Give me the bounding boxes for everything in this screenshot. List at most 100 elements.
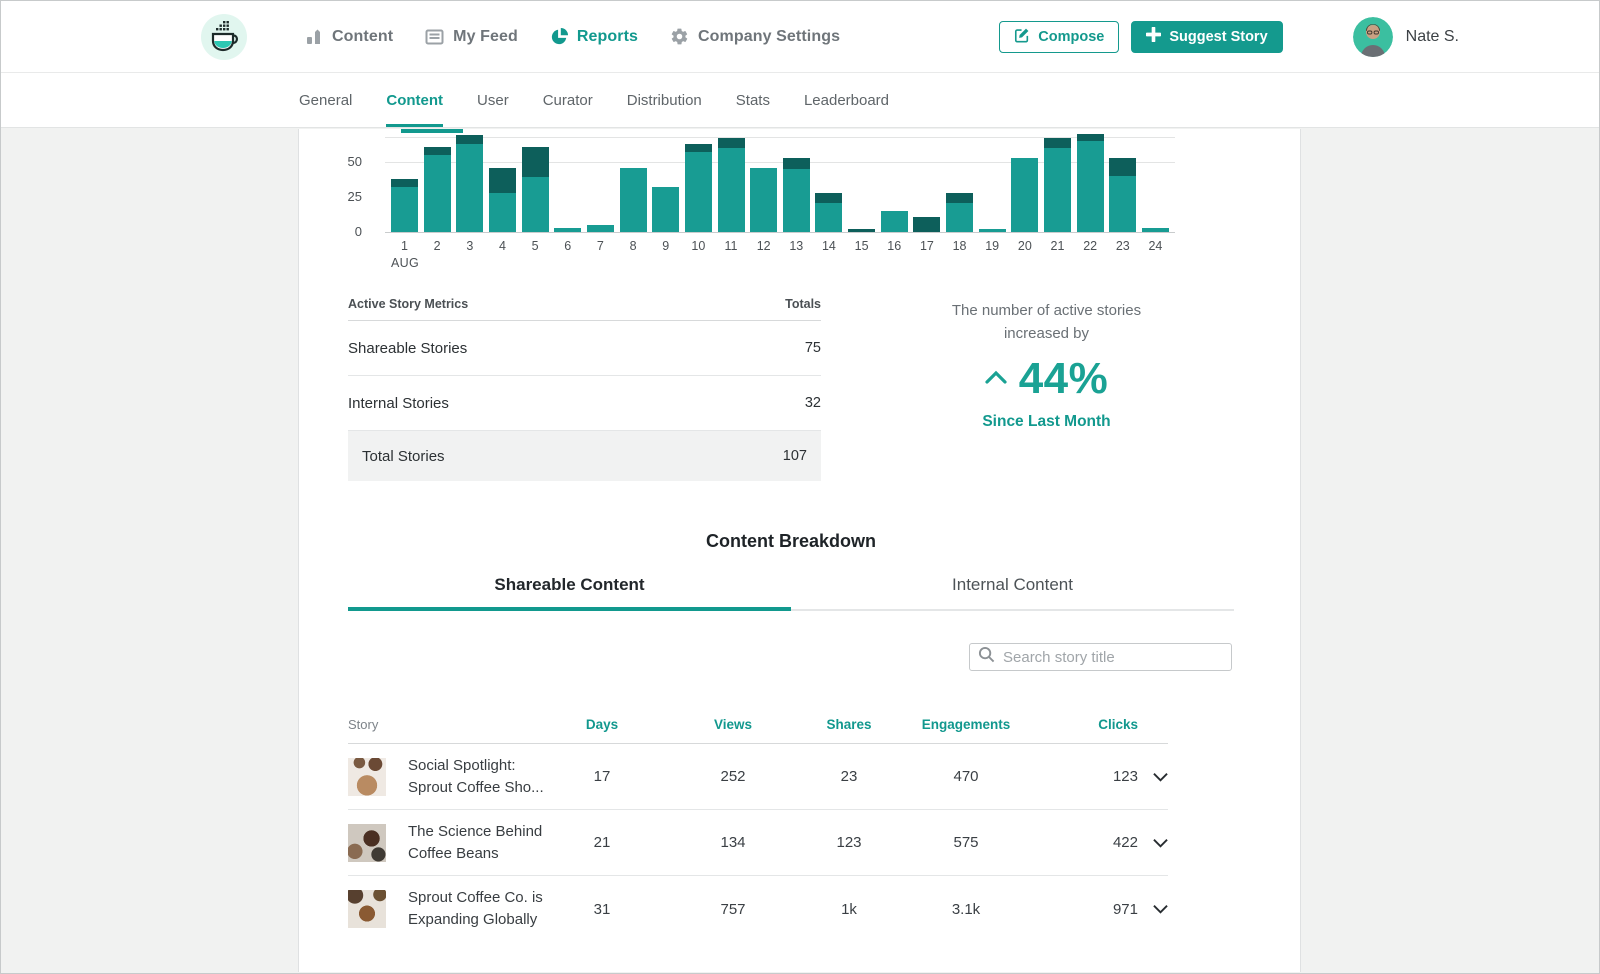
user-name[interactable]: Nate S.	[1405, 27, 1459, 45]
nav-my-feed[interactable]: My Feed	[425, 28, 518, 46]
subnav-leaderboard[interactable]: Leaderboard	[803, 91, 890, 109]
bar-segment-dark-teal	[946, 192, 974, 203]
compose-button[interactable]: Compose	[999, 20, 1120, 53]
nav-company-settings[interactable]: Company Settings	[670, 27, 840, 46]
tab-internal-content[interactable]: Internal Content	[791, 575, 1234, 611]
story-title: The Science Behind Coffee Beans	[408, 822, 543, 862]
column-header-story: Story	[348, 717, 379, 732]
subnav-stats[interactable]: Stats	[735, 91, 770, 109]
cell-engagements: 470	[953, 768, 979, 785]
tab-shareable-content[interactable]: Shareable Content	[348, 575, 791, 611]
stories-bar-chart: 50 25 0 1 2 3 4 5 6 7 8 9 10 11 12 13 14 15 16 17 18 19 20 2…	[299, 129, 1300, 274]
nav-label: My Feed	[453, 27, 518, 45]
column-header-engagements[interactable]: Engagements	[921, 717, 1011, 732]
cell-views: 134	[720, 834, 746, 851]
story-thumbnail	[348, 823, 386, 862]
metric-row-total: Total Stories 107	[348, 431, 821, 481]
pie-chart-icon	[550, 27, 568, 46]
bar-segment-teal	[456, 143, 484, 232]
gear-icon	[670, 27, 689, 46]
table-row[interactable]: Sprout Coffee Co. is Expanding Globally …	[348, 876, 1168, 942]
search-input[interactable]	[1003, 648, 1223, 666]
expand-row-chevron-icon[interactable]	[1138, 838, 1168, 848]
topbar-actions: Compose Suggest Story Nate S.	[999, 16, 1459, 57]
bar-segment-teal	[652, 187, 680, 232]
cell-views: 757	[720, 900, 746, 918]
bar-segment-teal	[684, 152, 712, 232]
story-title: Sprout Coffee Co. is Expanding Globally	[408, 889, 543, 928]
x-tick: 21	[1050, 239, 1065, 253]
cell-days: 17	[593, 768, 611, 785]
coffee-cup-logo-icon	[201, 13, 247, 60]
bar-segment-dark-teal	[488, 167, 516, 193]
app-logo[interactable]	[201, 13, 247, 60]
bar-segment-dark-teal	[391, 178, 418, 188]
x-tick: 3	[466, 239, 474, 253]
metric-value: 75	[804, 340, 821, 356]
bar-segment-teal	[1076, 141, 1104, 232]
metric-row-internal: Internal Stories 32	[348, 376, 821, 431]
table-row[interactable]: Social Spotlight: Sprout Coffee Sho... 1…	[348, 744, 1168, 810]
gridline	[385, 137, 1175, 138]
expand-row-chevron-icon[interactable]	[1138, 904, 1168, 914]
bar-segment-teal	[1141, 227, 1169, 232]
plus-icon	[1145, 26, 1163, 46]
chart-plot	[385, 129, 1175, 232]
expand-row-chevron-icon[interactable]	[1138, 772, 1168, 782]
story-title: Social Spotlight: Sprout Coffee Sho...	[408, 756, 544, 796]
bar-segment-teal	[554, 227, 582, 232]
cell-days: 31	[593, 900, 611, 918]
bar-segment-dark-teal	[1076, 134, 1104, 141]
active-story-metrics-table: Active Story Metrics Totals Shareable St…	[348, 297, 821, 481]
x-tick: 17	[919, 239, 934, 253]
metric-label: Total Stories	[362, 447, 445, 465]
bar-segment-dark-teal	[521, 146, 549, 178]
y-tick: 25	[347, 189, 362, 204]
bar-segment-teal	[423, 155, 451, 232]
nav-content[interactable]: Content	[305, 28, 393, 46]
report-content-card: 50 25 0 1 2 3 4 5 6 7 8 9 10 11 12 13 14 15 16 17 18 19 20 2…	[298, 129, 1301, 972]
bar-segment-dark-teal	[423, 146, 451, 155]
nav-reports[interactable]: Reports	[550, 27, 638, 46]
content-breakdown-title: Content Breakdown	[705, 531, 876, 551]
shareable-content-table: Story Days Views Shares Engagements Clic…	[348, 717, 1168, 942]
subnav-content[interactable]: Content	[386, 73, 443, 127]
caret-up-icon	[985, 370, 1007, 389]
cell-views: 252	[720, 768, 746, 785]
chart-clipped-bar-artifact	[401, 129, 463, 133]
metric-row-shareable: Shareable Stories 75	[348, 321, 821, 376]
story-thumbnail	[348, 890, 386, 928]
bar-segment-dark-teal	[782, 157, 810, 169]
x-tick: 1	[401, 239, 408, 253]
cell-shares: 23	[840, 768, 858, 785]
subnav-general[interactable]: General	[299, 91, 353, 109]
x-tick: 23	[1115, 239, 1130, 253]
x-tick: 11	[724, 239, 738, 253]
suggest-story-button[interactable]: Suggest Story	[1131, 20, 1283, 53]
metrics-totals-label: Totals	[785, 297, 821, 311]
x-tick: 19	[985, 239, 1000, 253]
x-tick: 22	[1083, 239, 1098, 253]
metric-value: 32	[804, 395, 821, 411]
bar-segment-dark-teal	[1109, 157, 1137, 176]
subnav-user[interactable]: User	[477, 91, 509, 109]
user-avatar[interactable]	[1352, 16, 1393, 57]
column-header-clicks[interactable]: Clicks	[1098, 717, 1138, 732]
column-header-views[interactable]: Views	[713, 717, 753, 732]
table-row[interactable]: The Science Behind Coffee Beans 21 134 1…	[348, 810, 1168, 876]
stat-caption: Since Last Month	[982, 413, 1111, 430]
x-tick: 4	[498, 239, 506, 253]
cell-clicks: 422	[1112, 834, 1138, 851]
bar-segment-dark-teal	[684, 143, 712, 153]
stat-text-line1: The number of active stories	[951, 302, 1142, 319]
bar-segment-teal	[488, 192, 516, 232]
column-header-shares[interactable]: Shares	[826, 717, 872, 732]
cell-shares: 123	[836, 834, 862, 851]
column-header-days[interactable]: Days	[585, 717, 619, 732]
subnav-curator[interactable]: Curator	[542, 91, 593, 109]
top-bar: Content My Feed Reports	[1, 1, 1599, 73]
subnav-distribution[interactable]: Distribution	[626, 91, 702, 109]
x-tick: 5	[531, 239, 539, 253]
bar-segment-dark-teal	[815, 192, 843, 203]
suggest-story-label: Suggest Story	[1169, 28, 1268, 45]
